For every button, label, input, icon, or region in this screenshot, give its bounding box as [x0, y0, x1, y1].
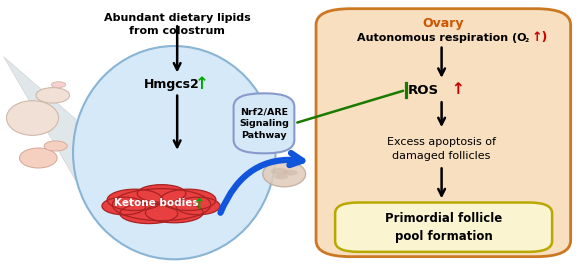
Ellipse shape — [120, 203, 177, 224]
Ellipse shape — [263, 161, 306, 187]
Ellipse shape — [107, 189, 163, 211]
FancyBboxPatch shape — [335, 203, 552, 252]
Text: ↑: ↑ — [194, 75, 208, 93]
Ellipse shape — [6, 101, 59, 135]
Ellipse shape — [146, 203, 203, 223]
Text: ↑): ↑) — [531, 31, 548, 44]
FancyBboxPatch shape — [234, 93, 294, 153]
Ellipse shape — [113, 189, 211, 221]
Ellipse shape — [36, 88, 70, 103]
Text: Abundant dietary lipids
from colostrum: Abundant dietary lipids from colostrum — [104, 13, 251, 36]
Text: ROS: ROS — [408, 84, 438, 96]
Ellipse shape — [44, 141, 67, 151]
Ellipse shape — [73, 46, 276, 259]
Ellipse shape — [51, 82, 66, 88]
Text: Primordial follicle
pool formation: Primordial follicle pool formation — [385, 212, 502, 243]
Text: Autonomous respiration (O: Autonomous respiration (O — [357, 33, 526, 43]
Text: Hmgcs2: Hmgcs2 — [143, 78, 200, 91]
Ellipse shape — [176, 197, 220, 215]
Ellipse shape — [282, 170, 298, 176]
Polygon shape — [3, 57, 76, 181]
Text: ₂: ₂ — [524, 34, 528, 44]
Ellipse shape — [274, 174, 288, 179]
Text: Ovary: Ovary — [423, 17, 464, 30]
FancyBboxPatch shape — [316, 9, 571, 257]
Text: Ketone bodies: Ketone bodies — [114, 198, 198, 208]
Ellipse shape — [102, 197, 146, 215]
Text: Excess apoptosis of
damaged follicles: Excess apoptosis of damaged follicles — [387, 137, 496, 161]
Ellipse shape — [20, 148, 57, 168]
Ellipse shape — [137, 185, 186, 202]
Text: ↑: ↑ — [191, 197, 204, 212]
FancyArrowPatch shape — [220, 153, 302, 213]
Text: Nrf2/ARE
Signaling
Pathway: Nrf2/ARE Signaling Pathway — [239, 107, 289, 140]
Ellipse shape — [271, 168, 288, 175]
Text: ↑: ↑ — [446, 82, 465, 97]
Ellipse shape — [161, 189, 216, 211]
